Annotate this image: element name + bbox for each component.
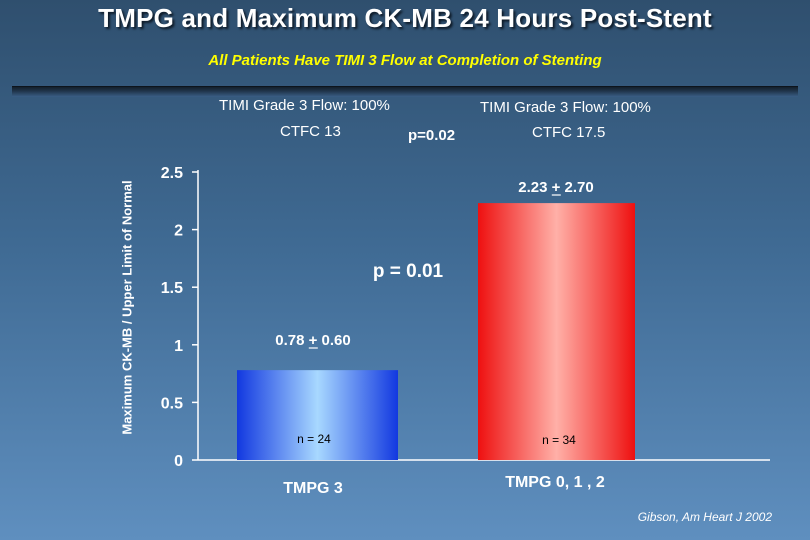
bar-2 <box>478 203 635 460</box>
y-tick-label: 1 <box>174 338 183 355</box>
bar-p-value-annotation: p = 0.01 <box>373 261 444 282</box>
x-category-label-1: TMPG 3 <box>283 480 343 497</box>
source-citation: Gibson, Am Heart J 2002 <box>637 510 772 524</box>
page-title: TMPG and Maximum CK-MB 24 Hours Post-Ste… <box>98 3 712 33</box>
bar-1-n-label: n = 24 <box>297 432 331 446</box>
right-flow-annotation: TIMI Grade 3 Flow: 100% <box>480 99 651 116</box>
page-subtitle: All Patients Have TIMI 3 Flow at Complet… <box>208 52 602 69</box>
bar-1 <box>237 370 398 460</box>
bar-1-value-label: 0.78 + 0.60 <box>275 332 350 349</box>
x-category-label-2: TMPG 0, 1 , 2 <box>505 474 605 491</box>
left-flow-annotation: TIMI Grade 3 Flow: 100% <box>219 97 390 114</box>
right-ctfc-annotation: CTFC 17.5 <box>532 124 606 141</box>
y-tick-label: 2.5 <box>161 165 183 182</box>
y-tick-label: 1.5 <box>161 280 183 297</box>
left-ctfc-annotation: CTFC 13 <box>280 123 341 140</box>
bar-2-n-label: n = 34 <box>542 433 576 447</box>
y-tick-label: 0 <box>174 453 183 470</box>
middle-p-annotation: p=0.02 <box>408 127 456 144</box>
header-divider <box>12 86 798 97</box>
y-tick-label: 0.5 <box>161 395 183 412</box>
bar-2-value-label: 2.23 + 2.70 <box>518 179 593 196</box>
y-tick-label: 2 <box>174 223 183 240</box>
